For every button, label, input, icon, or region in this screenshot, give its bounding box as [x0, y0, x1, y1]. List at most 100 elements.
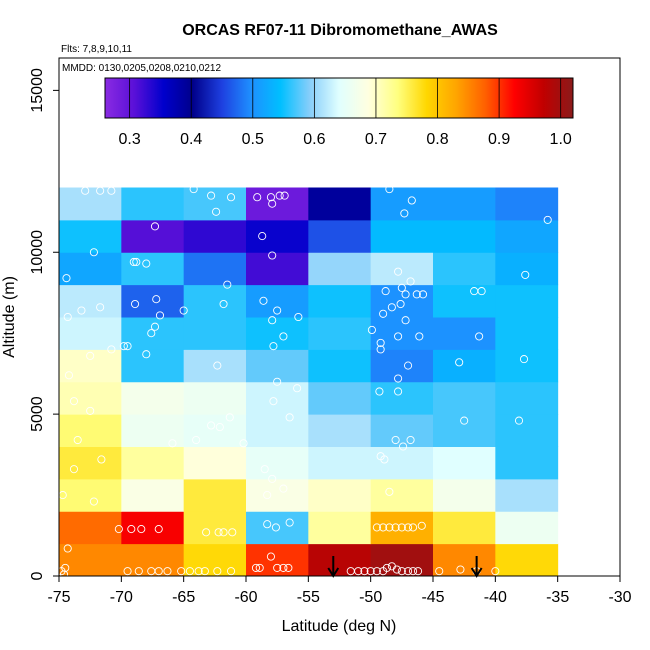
sample-point: [404, 523, 413, 532]
heatmap-cell: [59, 317, 122, 350]
sample-point: [129, 257, 138, 267]
heatmap-cell: [495, 317, 559, 350]
sample-point: [189, 185, 198, 194]
sample-point: [406, 435, 415, 445]
heatmap-cell: [433, 349, 496, 383]
sample-point: [132, 257, 141, 267]
heatmap-cell: [121, 219, 185, 253]
heatmap-cell: [183, 219, 247, 253]
sample-point: [404, 567, 413, 576]
sample-point: [269, 397, 278, 406]
colorbar-ticks: 0.3 0.4 0.5 0.6 0.7 0.8 0.9 1.0: [119, 78, 572, 148]
sample-point: [202, 528, 211, 537]
sample-point: [413, 567, 423, 576]
sample-point: [519, 355, 529, 364]
heatmap-cell: [370, 381, 434, 415]
sample-point: [418, 290, 428, 299]
sample-point: [407, 196, 416, 205]
x-tick-label: -70: [110, 589, 133, 606]
sample-point: [62, 274, 71, 283]
sample-point: [179, 306, 188, 315]
sample-point: [275, 191, 284, 200]
heatmap-cell: [246, 414, 309, 447]
heatmap-cell: [121, 478, 185, 512]
sample-point: [73, 435, 82, 445]
sample-point: [212, 207, 221, 216]
x-tick-label: -30: [608, 589, 631, 606]
heatmap-cell: [121, 446, 185, 480]
sample-point: [194, 567, 203, 576]
sample-point: [150, 322, 160, 331]
sample-point: [269, 342, 278, 351]
sample-point: [77, 306, 86, 315]
sample-point: [268, 316, 277, 325]
heatmap-cell: [433, 478, 496, 512]
heatmap-cell: [246, 317, 309, 350]
heatmap-cell: [246, 284, 309, 318]
heatmap-cell: [495, 284, 559, 318]
sample-point: [96, 186, 105, 195]
sample-point: [385, 523, 394, 532]
sample-point: [213, 567, 222, 576]
heatmap-cell: [183, 543, 247, 576]
sample-point: [59, 570, 69, 576]
sample-point: [86, 406, 95, 415]
sample-point: [521, 270, 530, 279]
heatmap-cell: [370, 317, 434, 350]
dates-note: MMDD: 0130,0205,0208,0210,0212: [62, 63, 221, 74]
sample-point: [226, 193, 236, 202]
x-axis: -75 -70 -65 -60 -55 -50 -45 -40 -35 -30: [47, 576, 632, 606]
heatmap-cell: [370, 252, 434, 286]
heatmap-cell: [246, 543, 309, 576]
sample-point: [268, 199, 277, 208]
sample-point: [456, 565, 465, 574]
sample-point: [255, 563, 264, 572]
sample-point: [285, 413, 294, 422]
sample-point: [394, 374, 403, 383]
sample-point: [391, 523, 400, 532]
heatmap-cell: [246, 446, 309, 480]
sample-point: [268, 474, 277, 483]
sample-point: [279, 332, 288, 341]
sample-point: [213, 361, 222, 370]
sample-point: [207, 421, 216, 430]
sample-point: [284, 563, 293, 572]
heatmap-cell: [495, 219, 559, 253]
heatmap-cell: [370, 511, 434, 545]
heatmap-cell: [433, 543, 496, 576]
heatmap-cell: [121, 252, 185, 286]
sample-point: [280, 191, 289, 200]
sample-point: [214, 528, 223, 537]
sample-point: [268, 251, 277, 260]
flights-note: Flts: 7,8,9,10,11: [61, 44, 132, 55]
sample-point: [366, 567, 375, 576]
heatmap-cell: [308, 187, 372, 221]
heatmap-cell: [370, 478, 434, 512]
heatmap-cell: [433, 446, 496, 480]
heatmap-cell: [495, 187, 559, 221]
sample-point: [279, 484, 288, 493]
sample-point: [223, 280, 232, 289]
sample-point: [263, 520, 272, 529]
heatmap-cell: [433, 317, 496, 350]
sample-point: [123, 342, 132, 351]
heatmap-cell: [59, 252, 122, 286]
sample-point: [399, 442, 408, 451]
sample-point: [415, 332, 424, 341]
sample-point: [273, 306, 282, 315]
heatmap-cell: [59, 349, 122, 383]
heatmap-cell: [121, 543, 185, 576]
sample-point: [404, 361, 413, 370]
sample-point: [260, 465, 269, 474]
sample-point: [225, 413, 234, 422]
heatmap-cell: [246, 219, 309, 253]
heatmap-cell: [495, 446, 559, 480]
sample-point: [514, 416, 524, 425]
heatmap-cell: [183, 317, 247, 350]
heatmap-cell: [308, 446, 372, 480]
heatmap-cell: [246, 511, 309, 545]
sample-point: [271, 523, 280, 532]
colorbar-tick-label: 0.3: [119, 131, 141, 148]
heatmap-cell: [121, 349, 185, 383]
sample-point: [263, 491, 272, 500]
